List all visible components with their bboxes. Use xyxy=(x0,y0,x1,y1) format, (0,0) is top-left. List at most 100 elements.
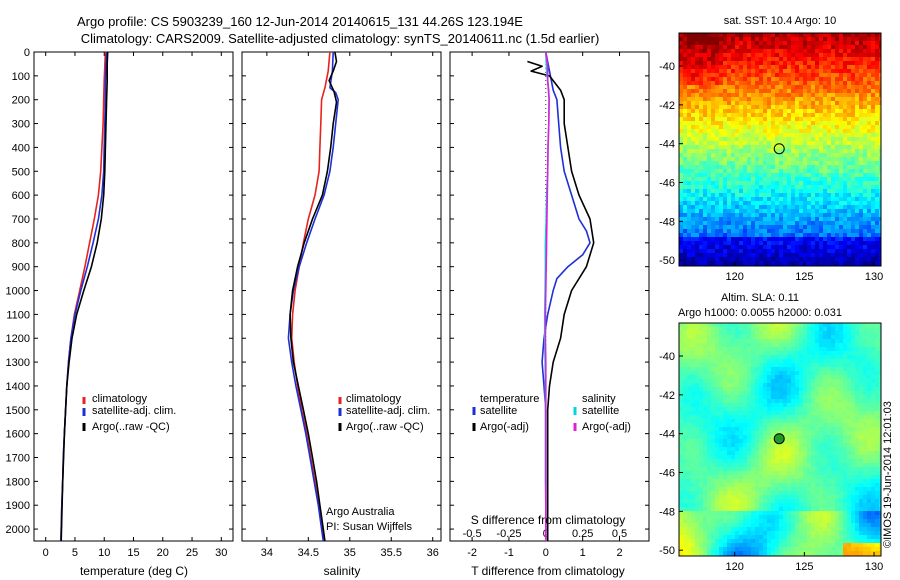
heatmap-cell xyxy=(731,323,735,327)
heatmap-cell xyxy=(875,415,879,419)
heatmap-cell xyxy=(879,37,881,41)
heatmap-cell xyxy=(847,343,851,347)
heatmap-cell xyxy=(775,351,779,355)
heatmap-cell xyxy=(715,253,719,257)
heatmap-cell xyxy=(707,427,711,431)
heatmap-cell xyxy=(819,153,823,157)
heatmap-cell xyxy=(799,153,803,157)
heatmap-cell xyxy=(803,109,807,113)
heatmap-cell xyxy=(751,363,755,367)
heatmap-cell xyxy=(731,169,735,173)
heatmap-cell xyxy=(839,45,843,49)
heatmap-cell xyxy=(827,245,831,249)
heatmap-cell xyxy=(775,109,779,113)
heatmap-cell xyxy=(687,165,691,169)
heatmap-cell xyxy=(755,89,759,93)
heatmap-cell xyxy=(683,427,687,431)
heatmap-cell xyxy=(871,193,875,197)
heatmap-cell xyxy=(687,407,691,411)
heatmap-cell xyxy=(695,399,699,403)
heatmap-cell xyxy=(831,335,835,339)
heatmap-cell xyxy=(739,209,743,213)
heatmap-cell xyxy=(795,121,799,125)
heatmap-cell xyxy=(803,65,807,69)
heatmap-cell xyxy=(867,387,871,391)
heatmap-cell xyxy=(743,141,747,145)
heatmap-cell xyxy=(779,105,783,109)
heatmap-cell xyxy=(747,197,751,201)
heatmap-cell xyxy=(683,157,687,161)
heatmap-cell xyxy=(755,387,759,391)
heatmap-cell xyxy=(775,65,779,69)
heatmap-cell xyxy=(687,443,691,447)
heatmap-cell xyxy=(859,113,863,117)
heatmap-cell xyxy=(751,391,755,395)
heatmap-cell xyxy=(687,101,691,105)
heatmap-cell xyxy=(851,233,855,237)
heatmap-cell xyxy=(743,451,747,455)
heatmap-cell xyxy=(763,185,767,189)
heatmap-cell xyxy=(711,431,715,435)
heatmap-cell xyxy=(803,323,807,327)
heatmap-cell xyxy=(811,197,815,201)
heatmap-cell xyxy=(823,327,827,331)
heatmap-cell xyxy=(831,201,835,205)
heatmap-cell xyxy=(859,85,863,89)
heatmap-cell xyxy=(715,415,719,419)
heatmap-cell xyxy=(727,351,731,355)
heatmap-cell xyxy=(855,339,859,343)
heatmap-cell xyxy=(767,257,771,261)
heatmap-cell xyxy=(699,439,703,443)
heatmap-cell xyxy=(819,33,823,37)
heatmap-cell xyxy=(767,69,771,73)
heatmap-cell xyxy=(855,161,859,165)
heatmap-cell xyxy=(847,141,851,145)
heatmap-cell xyxy=(859,61,863,65)
heatmap-cell xyxy=(739,245,743,249)
heatmap-cell xyxy=(723,217,727,221)
heatmap-cell xyxy=(819,347,823,351)
heatmap-cell xyxy=(699,81,703,85)
x-tick-label: 15 xyxy=(127,547,139,559)
heatmap-cell xyxy=(847,165,851,169)
heatmap-cell xyxy=(799,451,803,455)
heatmap-cell xyxy=(743,399,747,403)
heatmap-cell xyxy=(727,323,731,327)
heatmap-cell xyxy=(879,403,881,407)
heatmap-cell xyxy=(699,359,703,363)
heatmap-cell xyxy=(795,387,799,391)
heatmap-cell xyxy=(679,201,683,205)
heatmap-cell xyxy=(851,97,855,101)
heatmap-cell xyxy=(815,209,819,213)
heatmap-cell xyxy=(815,363,819,367)
heatmap-cell xyxy=(847,161,851,165)
heatmap-cell xyxy=(847,117,851,121)
heatmap-cell xyxy=(831,169,835,173)
heatmap-cell xyxy=(803,157,807,161)
heatmap-cell xyxy=(855,81,859,85)
heatmap-cell xyxy=(791,213,795,217)
heatmap-cell xyxy=(711,133,715,137)
heatmap-cell xyxy=(871,335,875,339)
sla-heatmap xyxy=(679,323,881,556)
heatmap-cell xyxy=(751,153,755,157)
heatmap-cell xyxy=(711,61,715,65)
heatmap-cell xyxy=(683,209,687,213)
heatmap-cell xyxy=(867,411,871,415)
heatmap-cell xyxy=(727,41,731,45)
heatmap-cell xyxy=(771,69,775,73)
heatmap-cell xyxy=(867,153,871,157)
heatmap-cell xyxy=(871,89,875,93)
heatmap-cell xyxy=(859,145,863,149)
heatmap-cell xyxy=(747,447,751,451)
heatmap-cell xyxy=(803,335,807,339)
y-tick-label: 100 xyxy=(12,71,30,83)
heatmap-cell xyxy=(687,57,691,61)
heatmap-cell xyxy=(835,399,839,403)
heatmap-cell xyxy=(695,129,699,133)
heatmap-cell xyxy=(767,327,771,331)
heatmap-cell xyxy=(755,343,759,347)
heatmap-cell xyxy=(779,347,783,351)
heatmap-cell xyxy=(735,447,739,451)
heatmap-cell xyxy=(715,185,719,189)
